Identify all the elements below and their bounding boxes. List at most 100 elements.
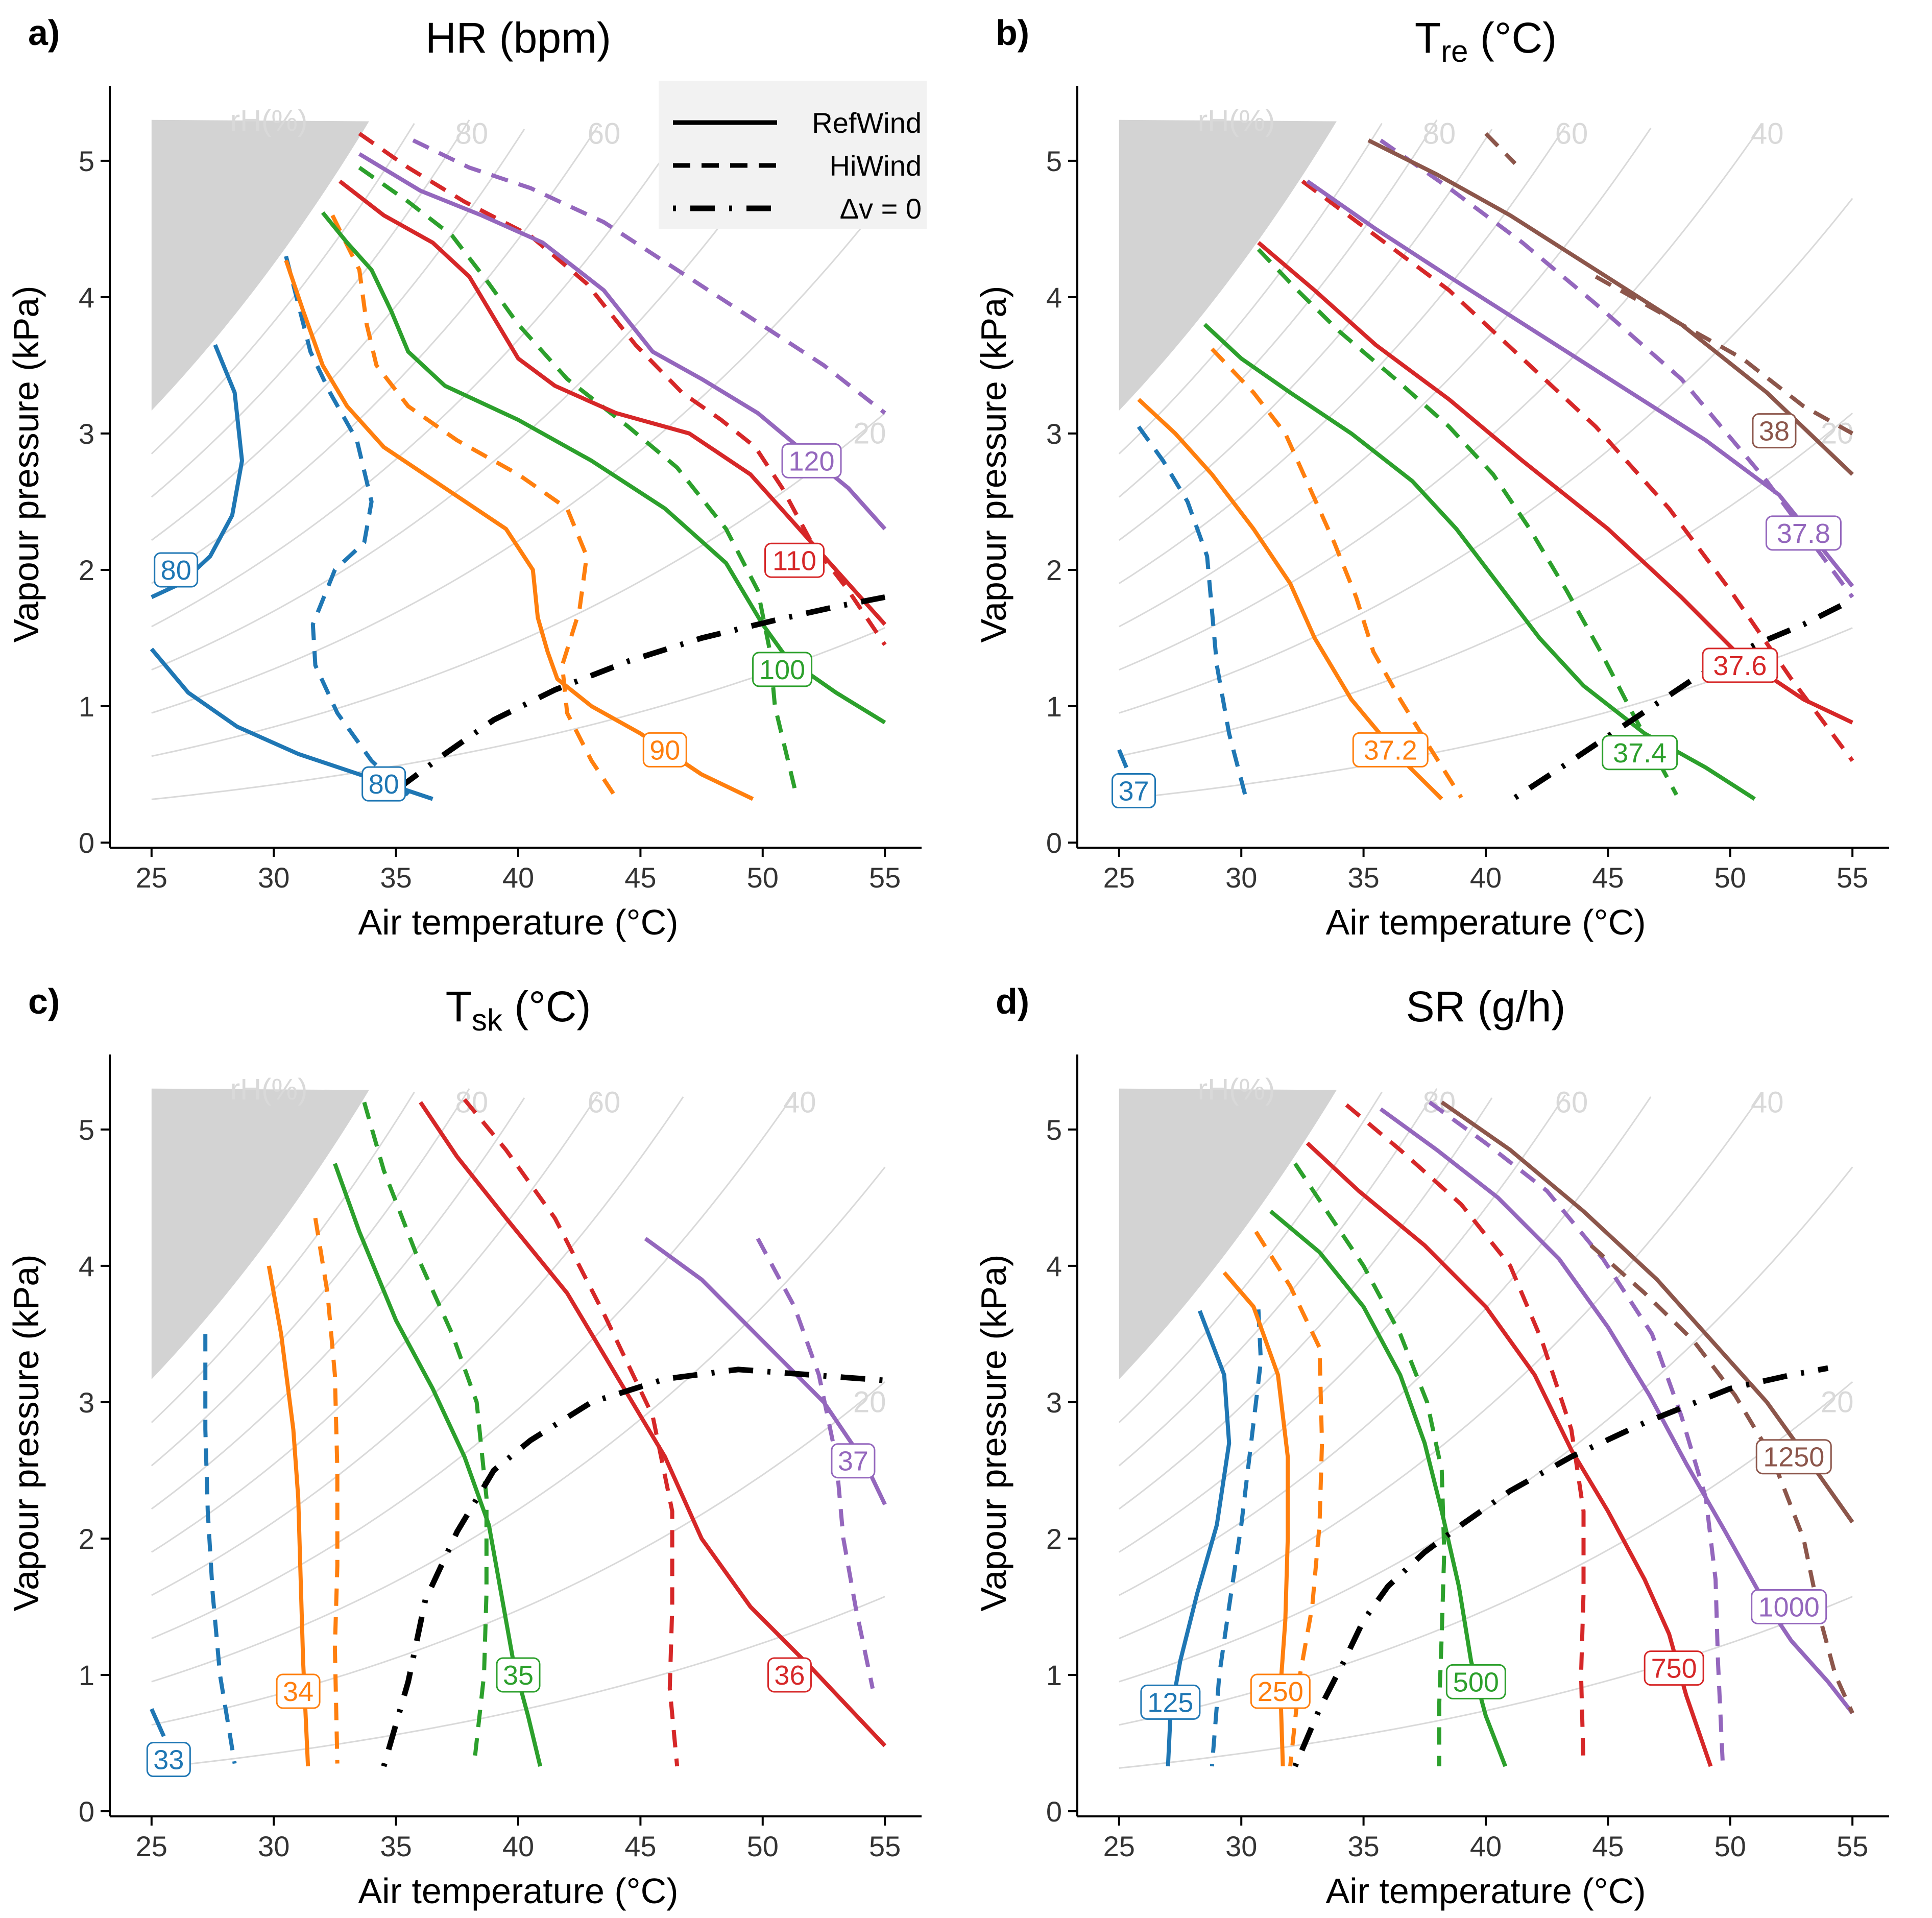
series-line — [150, 1708, 166, 1737]
series-line — [339, 179, 887, 626]
series-line — [1589, 1243, 1854, 1714]
chart-title: Tre (°C) — [1415, 14, 1557, 68]
y-tick-label: 5 — [1046, 1114, 1062, 1146]
contour-label-box — [1445, 1664, 1506, 1699]
y-axis-label: Vapour pressure (kPa) — [6, 1254, 46, 1611]
contour-label-box — [1112, 773, 1156, 809]
rh-label: 80 — [1423, 1086, 1456, 1119]
rh-curve — [151, 1096, 684, 1596]
contour-label: 37.6 — [1713, 651, 1767, 681]
series-line — [1513, 597, 1854, 800]
contour-label-box — [1250, 1673, 1311, 1709]
series-line — [463, 1098, 680, 1767]
x-tick-label: 30 — [258, 1830, 289, 1862]
series-line — [419, 1101, 887, 1747]
rh-title: rH(%) — [1198, 104, 1275, 137]
contour-label-box — [154, 552, 199, 588]
x-axis-label: Air temperature (°C) — [1325, 1871, 1646, 1911]
saturation-region — [1119, 119, 1337, 411]
contour-label: 1000 — [1758, 1592, 1820, 1622]
y-tick-label: 4 — [1046, 1250, 1062, 1282]
rh-curve — [151, 129, 525, 541]
chart-title-main: SR (g/h) — [1406, 982, 1566, 1030]
rh-curve — [1118, 1091, 1383, 1423]
rh-curve — [151, 1166, 886, 1683]
series-line — [1210, 1309, 1263, 1767]
rh-label: 20 — [1821, 417, 1854, 450]
x-tick-label: 40 — [1470, 1830, 1502, 1862]
y-tick-label: 1 — [1046, 1659, 1062, 1691]
y-tick-label: 2 — [1046, 1523, 1062, 1555]
series-line — [1595, 275, 1854, 436]
x-tick-label: 55 — [1837, 861, 1868, 894]
contour-label: 38 — [1759, 416, 1790, 447]
series-line — [284, 259, 754, 801]
chart-title-tail: (°C) — [1468, 14, 1557, 62]
rh-label: 60 — [1555, 1086, 1588, 1119]
series-line — [330, 214, 618, 799]
legend-label: Δv = 0 — [840, 193, 922, 225]
x-tick-label: 30 — [1225, 1830, 1257, 1862]
rh-curve — [151, 1088, 470, 1467]
series-line — [412, 138, 886, 415]
rh-label: 80 — [455, 1086, 489, 1119]
rh-label: 80 — [1423, 117, 1456, 150]
rh-curve — [151, 1095, 794, 1639]
rh-curve — [1119, 1096, 1652, 1596]
series-line — [203, 1334, 237, 1764]
series-line — [1345, 1103, 1586, 1767]
rh-curve — [151, 123, 415, 454]
contour-label: 35 — [503, 1660, 534, 1691]
y-tick-label: 4 — [79, 281, 94, 314]
panel-tag: d) — [996, 981, 1029, 1021]
panel-tag: a) — [28, 13, 60, 53]
panel-1: 80604020rH(%)808090100110120253035404550… — [6, 13, 922, 942]
panel-tag: b) — [996, 13, 1029, 53]
chart-title: HR (bpm) — [425, 14, 611, 62]
x-tick-label: 45 — [1592, 861, 1624, 894]
y-axis-label: Vapour pressure (kPa) — [6, 285, 46, 642]
contour-label-box — [1602, 735, 1678, 771]
contour-label-box — [781, 443, 842, 478]
contour-label: 250 — [1258, 1676, 1303, 1707]
series-line — [362, 1101, 489, 1764]
contour-label-box — [276, 1673, 321, 1709]
rh-title: rH(%) — [230, 1073, 307, 1106]
y-axis-label: Vapour pressure (kPa) — [974, 285, 1013, 642]
x-tick-label: 35 — [1347, 1830, 1379, 1862]
contour-label-box — [1140, 1684, 1201, 1720]
series-line — [1484, 132, 1517, 165]
contour-label: 100 — [759, 655, 805, 685]
series-line — [358, 165, 799, 798]
y-tick-label: 4 — [79, 1250, 94, 1282]
contour-label-box — [752, 652, 813, 687]
y-tick-label: 3 — [79, 418, 94, 450]
x-tick-label: 25 — [136, 1830, 167, 1862]
chart-title-main: T — [446, 982, 472, 1030]
rh-curve — [151, 1596, 885, 1769]
series-line — [1257, 248, 1679, 796]
rh-label: 20 — [853, 1386, 886, 1419]
contour-label: 36 — [774, 1660, 805, 1691]
x-axis-label: Air temperature (°C) — [1325, 902, 1646, 942]
y-tick-label: 2 — [1046, 554, 1062, 586]
x-tick-label: 55 — [869, 1830, 901, 1862]
rh-label: 60 — [588, 117, 621, 150]
x-tick-label: 30 — [258, 861, 289, 894]
contour-label: 37 — [838, 1446, 868, 1477]
chart-title: SR (g/h) — [1406, 982, 1566, 1030]
series-line — [313, 1217, 340, 1764]
y-tick-label: 1 — [79, 1659, 94, 1691]
y-tick-label: 0 — [79, 827, 94, 859]
contour-label-box — [496, 1657, 541, 1693]
legend-label: RefWind — [812, 107, 922, 139]
x-tick-label: 45 — [624, 861, 656, 894]
rh-label: 40 — [1751, 117, 1784, 150]
y-tick-label: 5 — [1046, 145, 1062, 177]
rh-curve — [151, 412, 886, 757]
contour-label: 90 — [649, 735, 680, 765]
